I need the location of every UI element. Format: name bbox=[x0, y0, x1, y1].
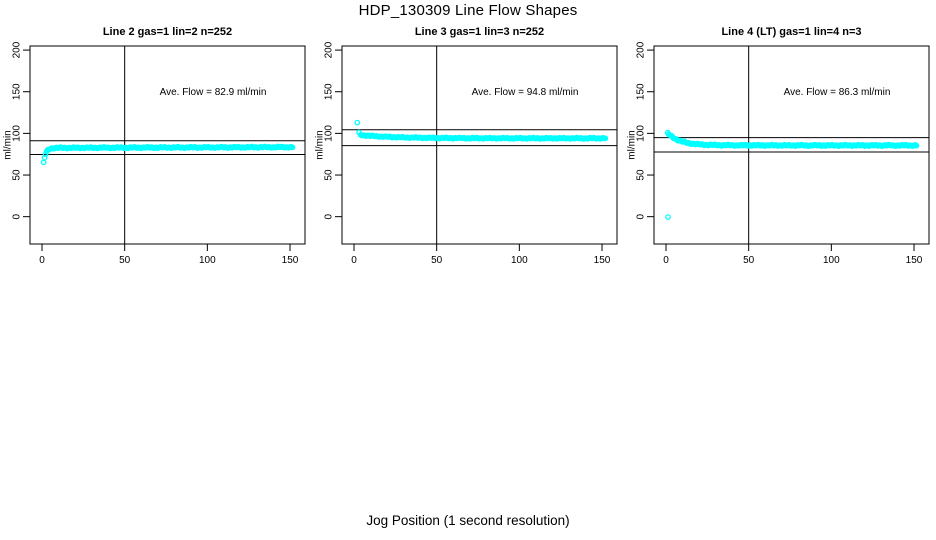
average-flow-annotation: Ave. Flow = 94.8 ml/min bbox=[472, 87, 579, 98]
data-points bbox=[664, 129, 920, 220]
y-tick-label: 150 bbox=[324, 83, 335, 100]
x-tick-label: 50 bbox=[743, 255, 755, 266]
subplot-title: Line 3 gas=1 lin=3 n=252 bbox=[415, 26, 544, 38]
data-points bbox=[354, 119, 609, 142]
y-tick-label: 0 bbox=[324, 213, 335, 219]
data-point bbox=[913, 142, 920, 149]
figure-title: HDP_130309 Line Flow Shapes bbox=[358, 2, 578, 19]
data-point bbox=[40, 159, 47, 166]
x-tick-label: 150 bbox=[594, 255, 611, 266]
y-tick-label: 200 bbox=[12, 41, 23, 58]
subplot-title: Line 4 (LT) gas=1 lin=4 n=3 bbox=[721, 26, 861, 38]
y-axis-title: ml/min bbox=[627, 130, 638, 159]
data-point bbox=[602, 135, 609, 142]
x-tick-label: 0 bbox=[351, 255, 357, 266]
y-tick-label: 100 bbox=[636, 125, 647, 142]
y-tick-label: 200 bbox=[324, 41, 335, 58]
data-points bbox=[40, 143, 296, 166]
y-tick-label: 200 bbox=[636, 41, 647, 58]
y-axis-title: ml/min bbox=[3, 130, 14, 159]
plot-box bbox=[29, 45, 306, 245]
y-tick-label: 100 bbox=[12, 125, 23, 142]
flow-chart-line-3: Line 3 gas=1 lin=3 n=252 0 50 100 150 0 50 100 1… bbox=[315, 26, 618, 266]
subplot-title: Line 2 gas=1 lin=2 n=252 bbox=[103, 26, 232, 38]
data-point bbox=[289, 144, 296, 151]
data-point bbox=[41, 154, 48, 161]
data-point bbox=[354, 119, 361, 126]
average-flow-annotation: Ave. Flow = 86.3 ml/min bbox=[784, 87, 891, 98]
data-point bbox=[665, 214, 671, 220]
x-tick-label: 150 bbox=[282, 255, 299, 266]
x-tick-label: 150 bbox=[906, 255, 923, 266]
x-tick-label: 100 bbox=[823, 255, 840, 266]
data-point bbox=[42, 151, 49, 158]
data-point bbox=[356, 129, 362, 136]
y-tick-label: 0 bbox=[636, 213, 647, 219]
y-tick-label: 150 bbox=[636, 83, 647, 100]
x-tick-label: 0 bbox=[663, 255, 669, 266]
y-axis-title: ml/min bbox=[315, 130, 326, 159]
y-tick-label: 50 bbox=[636, 169, 647, 181]
x-tick-label: 100 bbox=[511, 255, 528, 266]
y-tick-label: 100 bbox=[324, 125, 335, 142]
x-tick-label: 50 bbox=[431, 255, 443, 266]
plot-box bbox=[341, 45, 618, 245]
x-tick-label: 50 bbox=[119, 255, 131, 266]
x-tick-label: 100 bbox=[199, 255, 216, 266]
flow-chart-line-4: Line 4 (LT) gas=1 lin=4 n=3 0 50 100 150 0 50 1… bbox=[627, 26, 930, 266]
y-tick-label: 50 bbox=[12, 169, 23, 181]
x-axis-label: Jog Position (1 second resolution) bbox=[366, 513, 570, 528]
y-tick-label: 150 bbox=[12, 83, 23, 100]
y-tick-label: 0 bbox=[12, 213, 23, 219]
average-flow-annotation: Ave. Flow = 82.9 ml/min bbox=[160, 87, 267, 98]
x-tick-label: 0 bbox=[39, 255, 45, 266]
flow-chart-line-2: Line 2 gas=1 lin=2 n=252 0 50 100 150 0 50 100 1… bbox=[3, 26, 306, 266]
plot-box bbox=[653, 45, 930, 245]
y-tick-label: 50 bbox=[324, 169, 335, 181]
